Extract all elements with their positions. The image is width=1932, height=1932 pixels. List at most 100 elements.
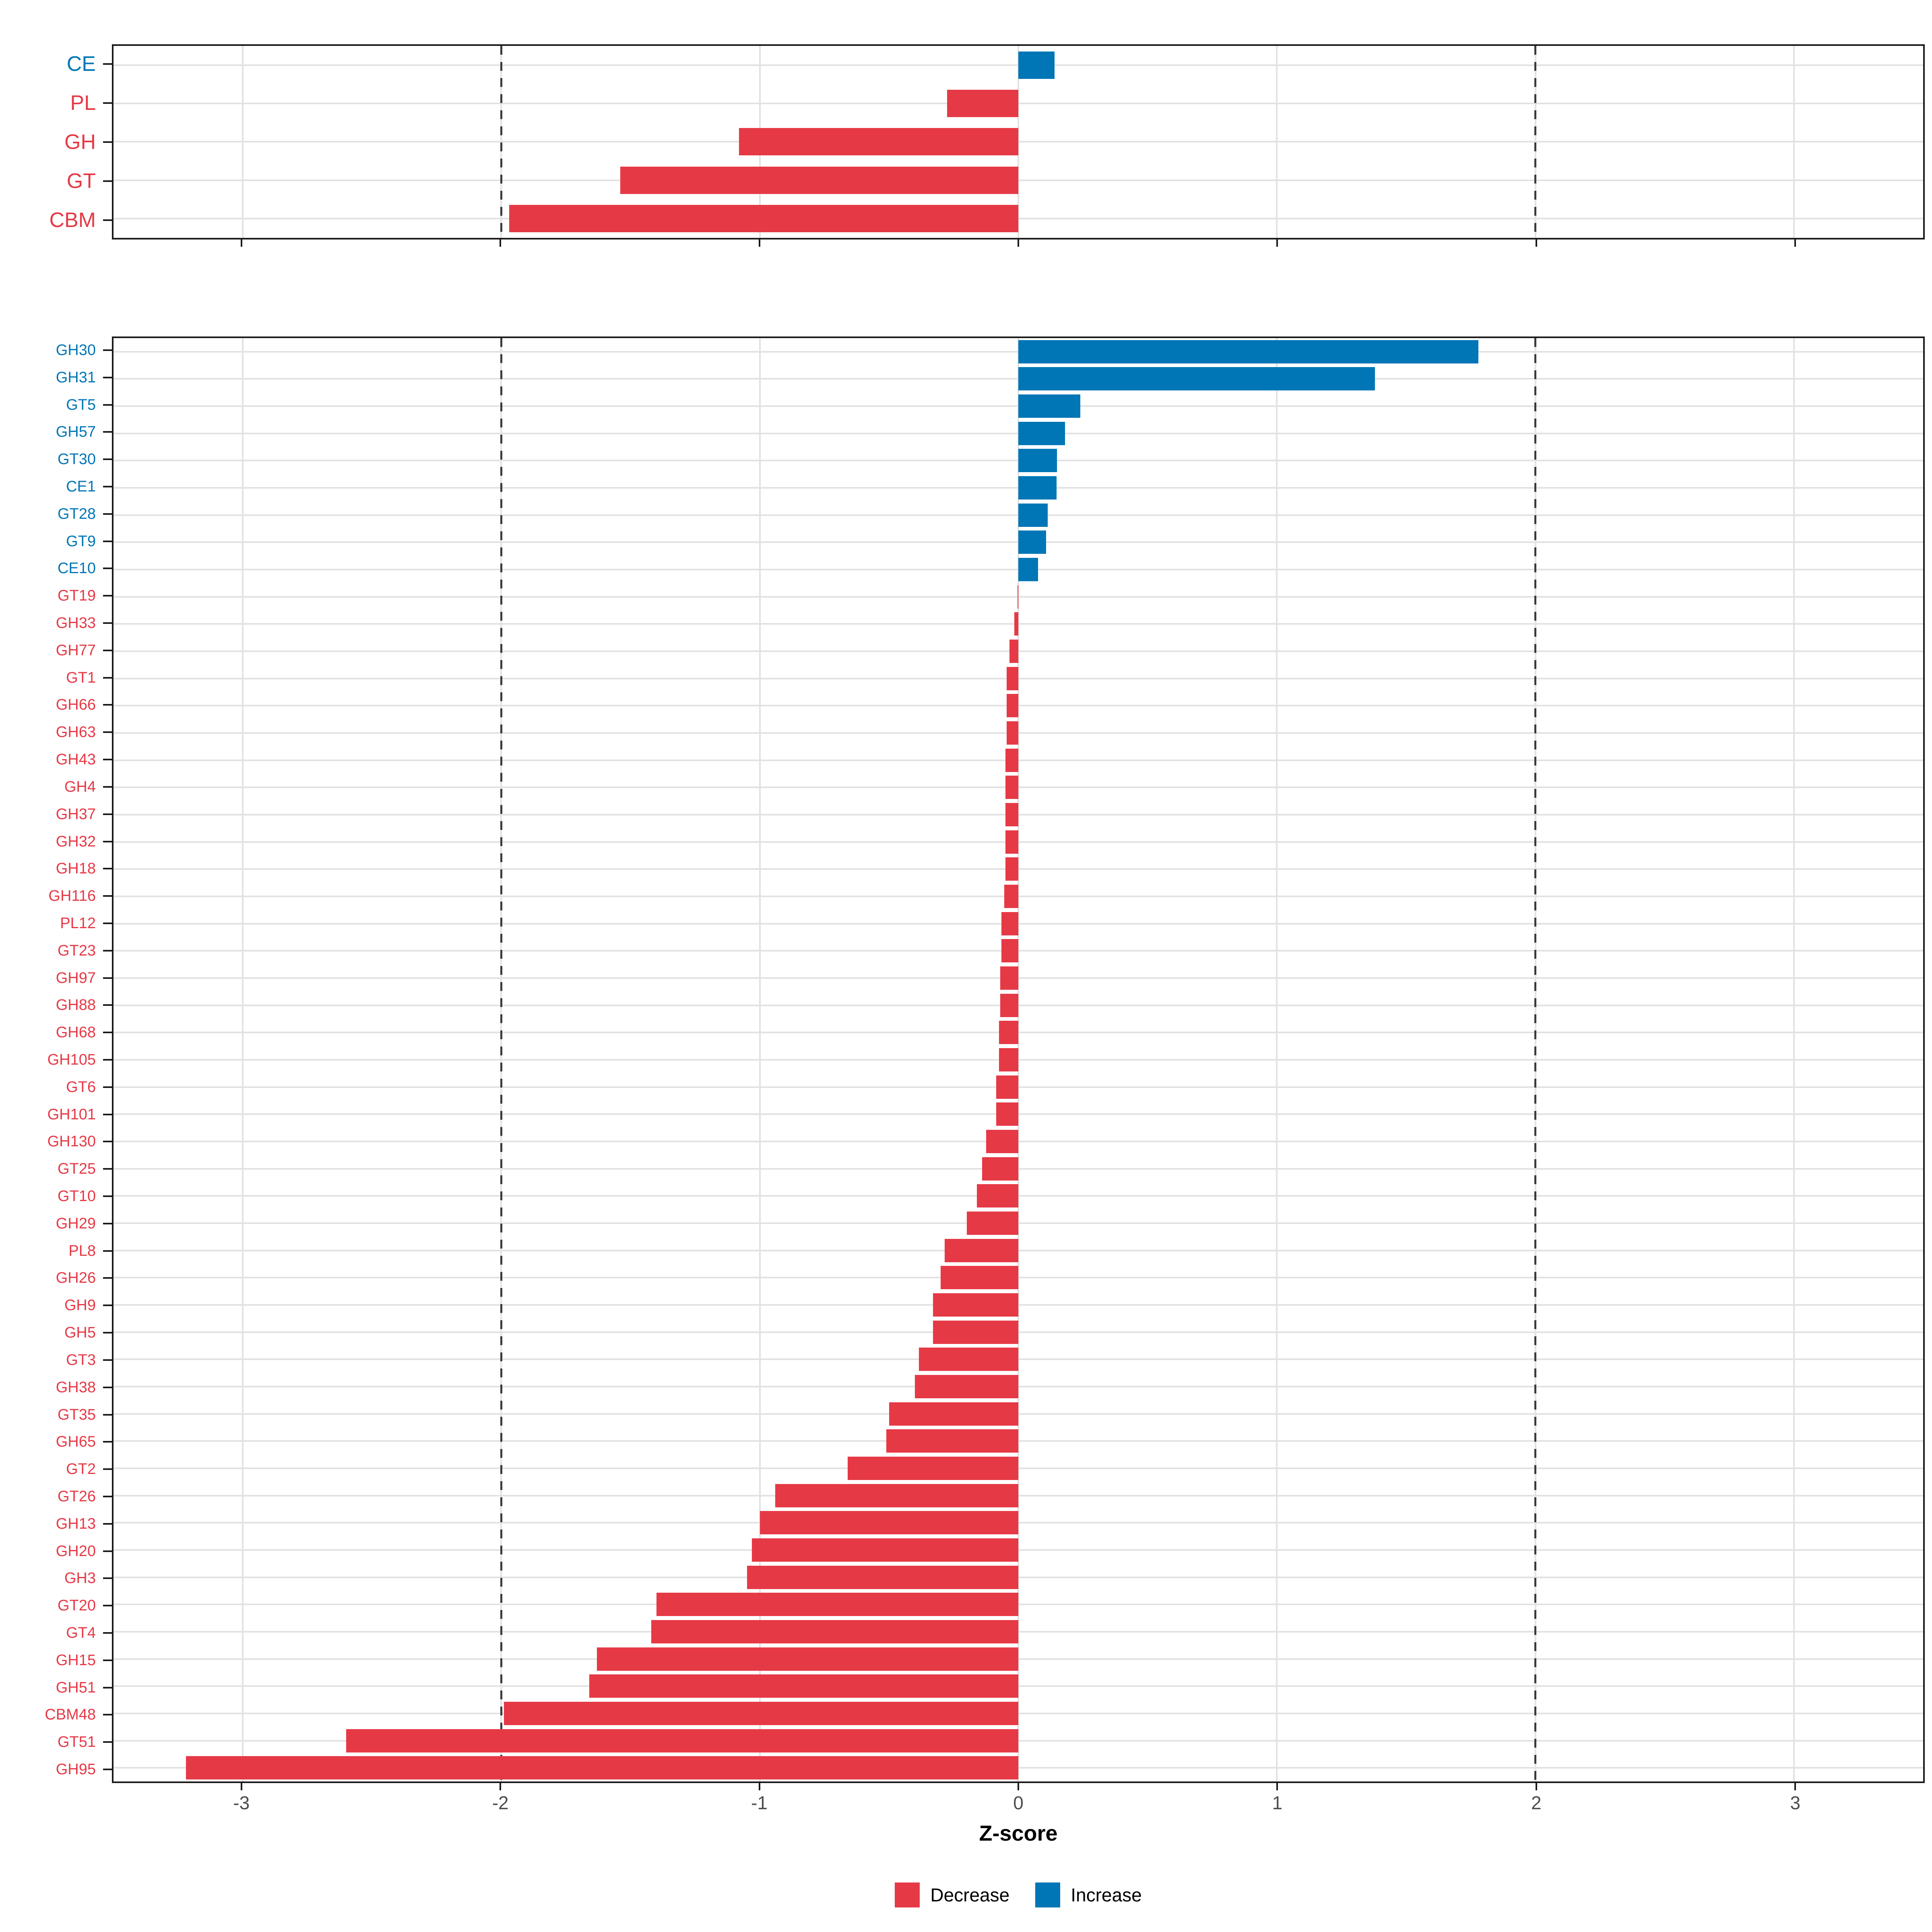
y-axis-label-GH30: GH30 [56, 341, 96, 359]
y-tick-GT19 [103, 595, 112, 597]
y-tick-GT20 [103, 1605, 112, 1607]
bottom-panel [112, 336, 1925, 1783]
bar-GH66 [1007, 694, 1018, 718]
y-axis-label-GH5: GH5 [64, 1324, 96, 1342]
legend-entry-decrease: Decrease [895, 1882, 1009, 1907]
y-axis-label-GT30: GT30 [57, 451, 96, 468]
row-PL [114, 84, 1923, 122]
bar-GT26 [775, 1484, 1018, 1507]
bottom-x-axis-ticks [112, 1783, 1925, 1790]
x-tick--3 [240, 1783, 242, 1790]
y-tick-GH29 [103, 1222, 112, 1224]
y-tick-CBM [103, 219, 112, 221]
bar-GT28 [1018, 503, 1048, 527]
gridline-y-GH9 [114, 1304, 1923, 1306]
bar-GH77 [1009, 640, 1018, 663]
x-tick-label--3: -3 [233, 1792, 250, 1813]
gridline-y-GH5 [114, 1331, 1923, 1333]
y-axis-label-GH9: GH9 [64, 1297, 96, 1314]
y-tick-GH116 [103, 895, 112, 897]
bar-GH30 [1018, 340, 1479, 363]
y-axis-label-GH33: GH33 [56, 615, 96, 632]
y-tick-GT9 [103, 540, 112, 542]
y-axis-label-GT25: GT25 [57, 1160, 96, 1178]
bar-GH29 [966, 1211, 1018, 1235]
bar-GH101 [996, 1102, 1018, 1126]
row-GT10 [114, 1182, 1923, 1210]
bar-GH57 [1018, 421, 1065, 445]
y-axis-label-GH101: GH101 [47, 1106, 96, 1123]
bar-GH13 [760, 1511, 1018, 1535]
bar-GH18 [1005, 857, 1018, 881]
y-tick-GH [103, 141, 112, 143]
y-tick-GT10 [103, 1195, 112, 1197]
x-tick--1 [758, 1783, 760, 1790]
y-axis-label-CE10: CE10 [57, 560, 96, 577]
x-tick-1 [1276, 239, 1278, 247]
row-GH101 [114, 1100, 1923, 1128]
y-axis-label-CBM48: CBM48 [45, 1706, 96, 1724]
bar-PL [947, 90, 1018, 118]
row-GT1 [114, 665, 1923, 692]
y-tick-GT28 [103, 513, 112, 515]
y-axis-label-GT6: GT6 [66, 1078, 96, 1096]
y-tick-GH37 [103, 813, 112, 815]
y-tick-GH66 [103, 704, 112, 706]
x-tick-label-1: 1 [1272, 1792, 1283, 1813]
bar-GT5 [1018, 394, 1081, 418]
row-GH33 [114, 611, 1923, 638]
gridline-y-GH105 [114, 1059, 1923, 1061]
y-tick-GT [103, 180, 112, 182]
bar-PL12 [1001, 912, 1018, 935]
y-tick-GH38 [103, 1386, 112, 1388]
row-GH88 [114, 992, 1923, 1019]
row-GT25 [114, 1155, 1923, 1183]
gridline-y-PL8 [114, 1249, 1923, 1251]
y-tick-GT26 [103, 1495, 112, 1497]
y-axis-label-GH38: GH38 [56, 1379, 96, 1396]
y-axis-label-GH15: GH15 [56, 1651, 96, 1669]
gridline-y-GH66 [114, 705, 1923, 707]
bar-GH95 [186, 1756, 1018, 1780]
row-GH77 [114, 638, 1923, 665]
x-tick-label-2: 2 [1531, 1792, 1542, 1813]
bar-GT23 [1001, 939, 1018, 963]
y-axis-label-GT26: GT26 [57, 1488, 96, 1505]
row-GH32 [114, 828, 1923, 856]
row-GH15 [114, 1645, 1923, 1673]
y-tick-GT51 [103, 1741, 112, 1743]
row-GT26 [114, 1482, 1923, 1509]
row-CE [114, 46, 1923, 84]
legend-label-decrease: Decrease [930, 1885, 1010, 1905]
bar-GH130 [986, 1129, 1018, 1153]
y-axis-label-GT28: GT28 [57, 505, 96, 522]
x-tick-label--2: -2 [492, 1792, 509, 1813]
reference-line-2 [1534, 46, 1537, 238]
row-GH51 [114, 1672, 1923, 1700]
gridline-y-GH38 [114, 1385, 1923, 1387]
bar-GT25 [982, 1157, 1018, 1181]
y-axis-label-PL: PL [70, 91, 96, 115]
row-GT30 [114, 447, 1923, 475]
gridline-y-GH15 [114, 1658, 1923, 1660]
bar-GH20 [752, 1538, 1018, 1562]
row-CBM48 [114, 1700, 1923, 1727]
gridline-y-GH95 [114, 1767, 1923, 1769]
gridline-y-GH26 [114, 1277, 1923, 1279]
reference-line-2 [1534, 338, 1537, 1781]
top-panel [112, 44, 1925, 239]
legend: Decrease Increase [112, 1879, 1925, 1911]
x-tick-3 [1794, 239, 1796, 247]
y-tick-GH95 [103, 1769, 112, 1771]
row-GH18 [114, 856, 1923, 883]
y-axis-label-GH95: GH95 [56, 1761, 96, 1778]
bar-CBM [509, 205, 1018, 233]
top-y-axis-labels: CE PL GH GT CBM [0, 44, 96, 239]
x-tick-label-0: 0 [1013, 1792, 1024, 1813]
y-axis-label-GT2: GT2 [66, 1461, 96, 1478]
row-GH38 [114, 1373, 1923, 1400]
y-axis-label-GT3: GT3 [66, 1351, 96, 1368]
bar-GH88 [1000, 993, 1018, 1017]
gridline-y-GT2 [114, 1467, 1923, 1469]
y-tick-GH18 [103, 868, 112, 870]
